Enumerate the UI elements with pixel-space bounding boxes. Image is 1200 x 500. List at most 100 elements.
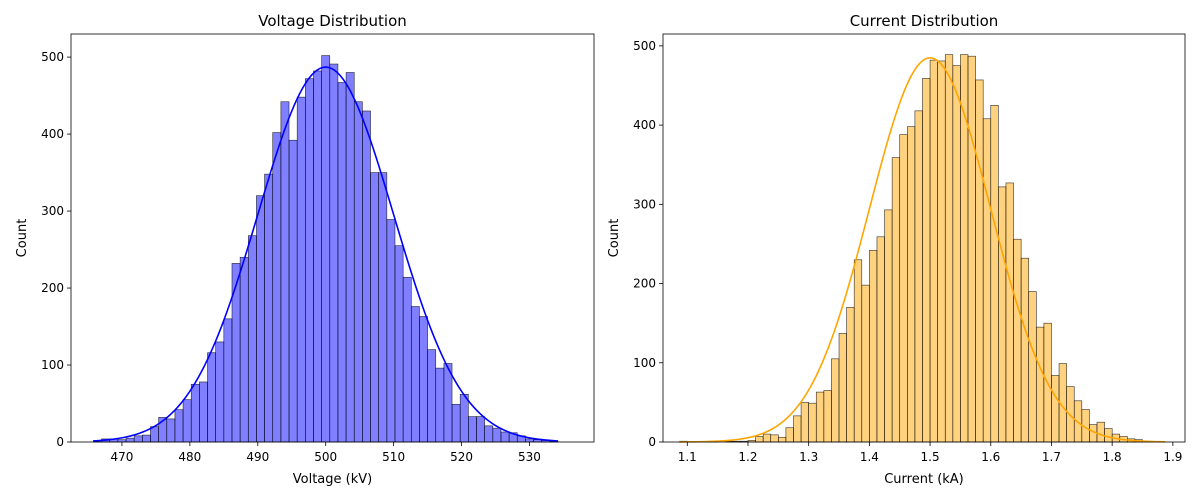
current-x-tick-label: 1.6: [981, 450, 1000, 464]
current-bar: [755, 436, 764, 443]
current-y-tick-label: 400: [633, 118, 656, 132]
voltage-bar: [378, 172, 388, 443]
voltage-bar: [451, 403, 461, 443]
current-bar: [853, 259, 863, 443]
current-bar: [823, 390, 832, 443]
voltage-x-tick-label: 470: [110, 450, 133, 464]
voltage-y-tick-label: 400: [41, 127, 64, 141]
voltage-bar: [410, 306, 420, 443]
current-x-tick-label: 1.3: [799, 450, 818, 464]
voltage-bar: [476, 416, 485, 443]
voltage-bar: [231, 263, 241, 443]
current-chart-title: Current Distribution: [850, 12, 999, 30]
current-bar: [952, 65, 961, 443]
current-bar: [770, 434, 779, 443]
current-bar: [929, 59, 938, 443]
voltage-bar: [321, 55, 331, 443]
current-bar: [1005, 182, 1014, 443]
voltage-bar: [313, 70, 322, 443]
current-y-tick-label: 300: [633, 197, 656, 211]
current-bar: [785, 427, 794, 443]
voltage-bar: [190, 383, 200, 443]
voltage-bar: [345, 72, 355, 443]
voltage-x-tick-label: 510: [382, 450, 405, 464]
voltage-x-ticks: 470 480 490 500 510 520 530: [110, 442, 541, 464]
voltage-x-tick-label: 530: [518, 450, 541, 464]
current-bar: [998, 186, 1007, 443]
current-y-tick-label: 500: [633, 39, 656, 53]
voltage-axes-frame: [70, 33, 595, 443]
voltage-bar: [215, 341, 225, 443]
voltage-bar: [182, 399, 192, 443]
voltage-bar: [142, 434, 151, 443]
current-bar: [1020, 257, 1030, 443]
current-bar: [1104, 428, 1113, 443]
current-y-ticks: 0 100 200 300 400 500: [633, 39, 663, 449]
voltage-bar: [362, 110, 371, 443]
voltage-x-tick-label: 500: [314, 450, 337, 464]
voltage-bar: [305, 78, 314, 443]
current-bar: [1066, 386, 1075, 443]
voltage-bar: [402, 276, 412, 443]
current-bar: [891, 157, 901, 443]
current-bar: [967, 55, 976, 443]
current-x-ticks: 1.1 1.2 1.3 1.4 1.5 1.6 1.7 1.8 1.9: [678, 442, 1182, 464]
current-x-tick-label: 1.2: [738, 450, 757, 464]
current-bar: [990, 105, 999, 443]
current-bar: [1028, 291, 1037, 443]
voltage-bar: [427, 349, 437, 443]
current-x-axis-label: Current (kA): [884, 472, 964, 487]
voltage-y-tick-label: 300: [41, 204, 64, 218]
current-y-axis-label: Count: [607, 219, 622, 258]
voltage-bar: [525, 438, 534, 443]
voltage-bar: [247, 235, 257, 443]
current-bar: [838, 333, 847, 443]
voltage-bar: [256, 195, 265, 443]
voltage-bar: [166, 418, 176, 443]
current-axes-frame: [662, 33, 1186, 443]
voltage-bars: [93, 55, 559, 443]
voltage-bar: [280, 101, 290, 443]
voltage-bar: [337, 82, 347, 443]
current-bar: [846, 307, 855, 443]
voltage-bar: [288, 139, 298, 443]
current-bar: [1013, 238, 1022, 443]
current-bar: [944, 54, 954, 443]
voltage-x-tick-label: 480: [178, 450, 201, 464]
current-bar: [975, 79, 984, 443]
current-bar: [831, 358, 840, 443]
voltage-bar: [264, 173, 274, 443]
voltage-bar: [239, 256, 249, 443]
voltage-bar: [133, 435, 143, 443]
current-bar: [907, 126, 916, 443]
current-x-tick-label: 1.9: [1163, 450, 1182, 464]
current-bar: [800, 402, 809, 443]
current-bar: [884, 209, 893, 443]
current-bar: [982, 118, 992, 443]
current-x-tick-label: 1.7: [1042, 450, 1061, 464]
voltage-x-axis-label: Voltage (kV): [293, 472, 372, 487]
voltage-kde-line: [93, 66, 559, 442]
current-bar: [861, 284, 870, 443]
voltage-bar: [468, 416, 477, 443]
voltage-bar: [329, 63, 339, 443]
current-bar: [937, 60, 946, 443]
current-y-tick-label: 200: [633, 277, 656, 291]
current-x-tick-label: 1.1: [678, 450, 697, 464]
voltage-y-tick-label: 100: [41, 358, 64, 372]
voltage-bar: [443, 363, 453, 443]
voltage-histogram-panel: 470 480 490 500 510 520 530 0 100 200 300 400 500 V…: [15, 12, 595, 487]
current-bar: [899, 134, 908, 443]
current-bar: [1096, 421, 1105, 443]
current-histogram-panel: 1.1 1.2 1.3 1.4 1.5 1.6 1.7 1.8 1.9 0 100 200 300 40…: [607, 12, 1186, 487]
voltage-bar: [386, 219, 396, 443]
current-bar: [869, 249, 878, 443]
voltage-bar: [150, 426, 159, 443]
current-bar: [815, 391, 825, 443]
current-bar: [808, 402, 817, 443]
voltage-bar: [370, 172, 379, 443]
current-bar: [762, 433, 772, 443]
voltage-bar: [492, 427, 502, 443]
current-bars: [679, 54, 1151, 443]
